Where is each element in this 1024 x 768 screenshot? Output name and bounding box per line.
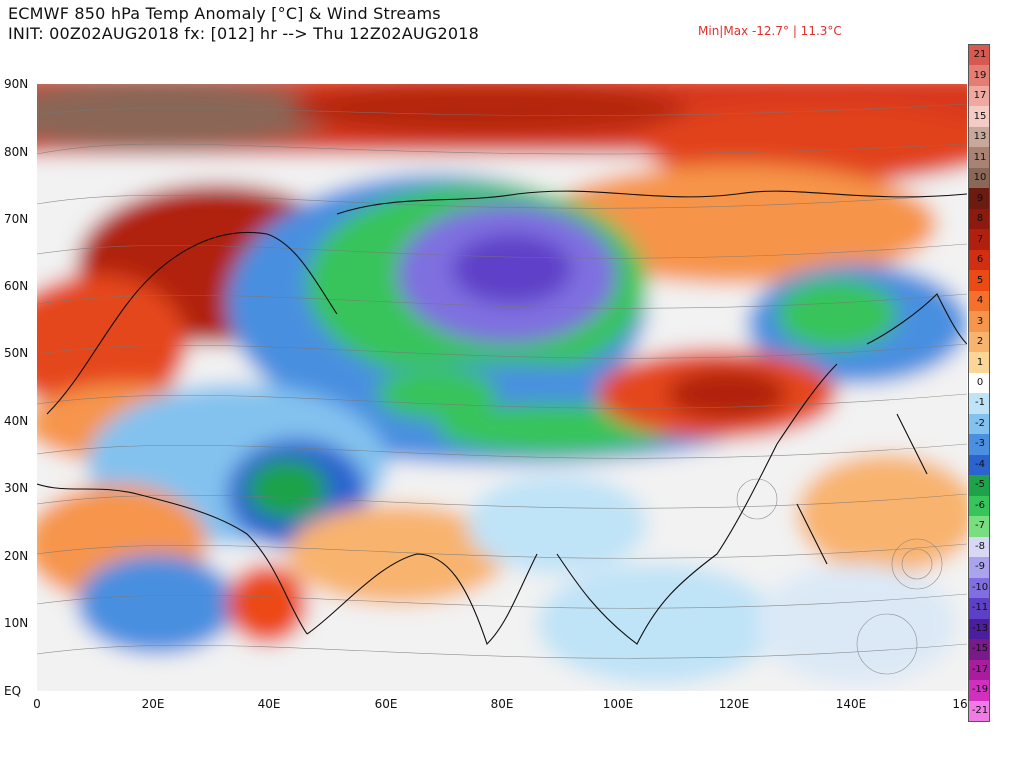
color-scale-cell: [969, 700, 989, 722]
lon-label-80e: 80E: [490, 697, 514, 711]
color-scale-cell: [969, 331, 989, 353]
color-scale-cell: [969, 393, 989, 415]
color-scale-cell: [969, 352, 989, 374]
color-scale-cell: [969, 413, 989, 435]
color-scale-cell: [969, 659, 989, 681]
color-scale-cell: [969, 454, 989, 476]
lat-label-40n: 40N: [4, 414, 29, 428]
color-scale-label: -3: [975, 438, 985, 450]
color-scale-cell: [969, 598, 989, 620]
color-scale-cell: [969, 577, 989, 599]
color-scale-label: -15: [971, 643, 989, 655]
anomaly-field: [37, 84, 967, 691]
color-scale-label: -4: [975, 458, 985, 470]
lat-label-90n: 90N: [4, 77, 29, 91]
color-scale-label: -2: [975, 417, 985, 429]
color-scale-label: 7: [976, 233, 984, 245]
color-scale-cell: [969, 516, 989, 538]
color-scale-label: 19: [973, 69, 987, 81]
chart-title: ECMWF 850 hPa Temp Anomaly [°C] & Wind S…: [8, 4, 441, 23]
color-scale-cell: [969, 495, 989, 517]
lon-label-20e: 20E: [141, 697, 165, 711]
color-scale-cell: [969, 290, 989, 312]
coastlines: [37, 190, 967, 646]
temperature-anomaly-map: [37, 84, 967, 691]
color-scale-label: -17: [971, 663, 989, 675]
color-scale-label: 11: [973, 151, 987, 163]
lat-label-80n: 80N: [4, 145, 29, 159]
color-scale-label: 3: [976, 315, 984, 327]
init-forecast-time: INIT: 00Z02AUG2018 fx: [012] hr --> Thu …: [8, 24, 479, 43]
color-scale-label: 1: [976, 356, 984, 368]
color-scale-cell: [969, 65, 989, 87]
color-scale-label: -9: [975, 561, 985, 573]
wind-streamlines: [37, 103, 967, 675]
color-scale-label: 5: [976, 274, 984, 286]
color-scale-label: -1: [975, 397, 985, 409]
color-scale-cell: [969, 618, 989, 640]
lat-label-60n: 60N: [4, 279, 29, 293]
color-scale-label: -5: [975, 479, 985, 491]
color-scale-label: 9: [976, 192, 984, 204]
lat-label-10n: 10N: [4, 616, 29, 630]
lat-label-30n: 30N: [4, 481, 29, 495]
color-scale-label: -7: [975, 520, 985, 532]
color-scale-label: 21: [973, 49, 987, 61]
lon-label-60e: 60E: [374, 697, 398, 711]
color-scale-label: 2: [976, 336, 984, 348]
color-scale-label: 15: [973, 110, 987, 122]
color-scale-label: -11: [971, 602, 989, 614]
color-scale-cell: [969, 229, 989, 251]
color-scale-cell: [969, 106, 989, 128]
color-scale-cell: [969, 147, 989, 169]
color-scale-cell: [969, 249, 989, 271]
color-scale-cell: [969, 208, 989, 230]
color-scale-cell: [969, 639, 989, 661]
color-scale-cell: [969, 188, 989, 210]
color-scale-cell: [969, 536, 989, 558]
color-scale-cell: [969, 85, 989, 107]
lat-label-70n: 70N: [4, 212, 29, 226]
color-scale-cell: [969, 434, 989, 456]
color-scale-label: -19: [971, 684, 989, 696]
min-max-readout: Min|Max -12.7° | 11.3°C: [698, 24, 842, 38]
color-scale-cell: [969, 126, 989, 148]
lon-label-100e: 100E: [602, 697, 634, 711]
color-scale: 21 19 17 15 13 11 10 9 8 7 6 5 4 3 2 1 0 -1 -2 -3 -4 -5 -6 -7 -8…: [968, 44, 990, 722]
color-scale-label: 0: [976, 377, 984, 388]
lat-label-20n: 20N: [4, 549, 29, 563]
color-scale-cell: [969, 311, 989, 333]
lon-label-140e: 140E: [835, 697, 867, 711]
color-scale-label: -8: [975, 540, 985, 552]
color-scale-label: -13: [971, 622, 989, 634]
color-scale-label: 10: [973, 172, 987, 184]
color-scale-label: 6: [976, 254, 984, 266]
color-scale-cell: [969, 557, 989, 579]
color-scale-label: 13: [973, 131, 987, 143]
lon-label-120e: 120E: [718, 697, 750, 711]
color-scale-label: -21: [971, 704, 989, 716]
color-scale-cell: [969, 167, 989, 189]
lon-label-160e: 16: [952, 697, 968, 711]
color-scale-cell: [969, 270, 989, 292]
lon-label-40e: 40E: [257, 697, 281, 711]
map-graphic: [37, 84, 967, 691]
color-scale-cell: [969, 45, 989, 66]
color-scale-label: 8: [976, 213, 984, 225]
color-scale-cell: [969, 680, 989, 701]
color-scale-label: -10: [971, 581, 989, 593]
color-scale-label: -6: [975, 499, 985, 511]
lat-label-eq: EQ: [4, 684, 22, 698]
color-scale-label: 17: [973, 90, 987, 102]
color-scale-cell: [969, 475, 989, 497]
color-scale-cell: [969, 372, 989, 394]
lat-label-50n: 50N: [4, 346, 29, 360]
color-scale-label: 4: [976, 295, 984, 307]
lon-label-0: 0: [33, 697, 41, 711]
